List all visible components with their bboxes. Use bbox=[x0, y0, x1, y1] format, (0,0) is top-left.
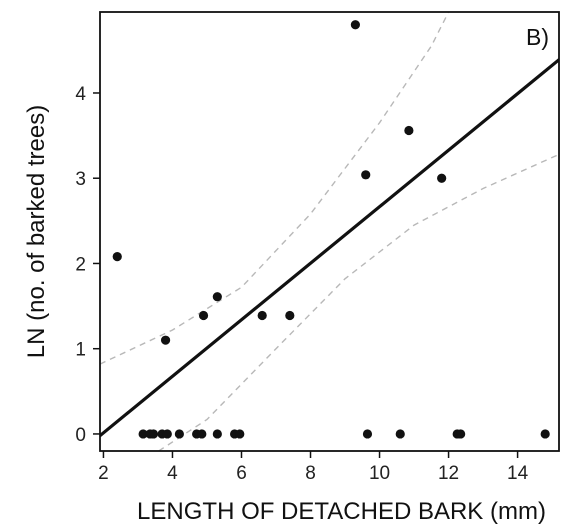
data-point bbox=[138, 429, 148, 439]
y-tick-label: 2 bbox=[75, 254, 86, 275]
data-point bbox=[257, 310, 267, 321]
y-tick-label: 4 bbox=[75, 84, 86, 105]
data-point bbox=[212, 292, 222, 302]
data-point bbox=[160, 335, 171, 345]
panel-label: B) bbox=[526, 24, 549, 50]
regression-line-group bbox=[100, 58, 559, 438]
data-point bbox=[404, 125, 414, 136]
x-axis-title: LENGTH OF DETACHED BARK (mm) bbox=[137, 498, 546, 525]
y-axis-title: LN (no. of barked trees) bbox=[23, 105, 50, 358]
x-tick-label: 14 bbox=[507, 463, 529, 484]
y-tick-label: 3 bbox=[75, 169, 86, 190]
x-tick-label: 10 bbox=[369, 463, 390, 484]
data-point bbox=[285, 310, 295, 321]
data-point bbox=[112, 252, 122, 262]
x-tick-label: 12 bbox=[438, 463, 459, 484]
confidence-band bbox=[100, 12, 559, 451]
y-tick-label: 0 bbox=[75, 425, 86, 446]
data-point bbox=[350, 20, 360, 30]
y-axis: 0 1 2 3 4 bbox=[75, 84, 100, 446]
data-point bbox=[174, 429, 184, 439]
x-tick-label: 8 bbox=[305, 463, 316, 484]
x-axis: 2 4 6 8 10 12 14 bbox=[98, 451, 529, 484]
data-point bbox=[197, 429, 207, 439]
regression-line bbox=[100, 58, 559, 438]
data-point bbox=[361, 170, 371, 180]
data-point bbox=[437, 173, 447, 183]
data-point bbox=[212, 429, 222, 439]
data-point bbox=[540, 429, 550, 439]
x-tick-label: 2 bbox=[98, 463, 109, 484]
x-tick-label: 4 bbox=[167, 463, 178, 484]
data-point bbox=[148, 429, 159, 439]
ci-lower-curve bbox=[158, 153, 559, 451]
data-point bbox=[456, 429, 466, 439]
data-point bbox=[162, 429, 172, 439]
data-point bbox=[235, 429, 245, 439]
data-point bbox=[198, 310, 209, 321]
data-point bbox=[395, 429, 405, 439]
y-tick-label: 1 bbox=[75, 340, 86, 361]
x-tick-label: 6 bbox=[236, 463, 247, 484]
plot-frame bbox=[99, 11, 560, 452]
ci-upper-curve bbox=[100, 12, 450, 365]
data-points bbox=[112, 20, 550, 439]
data-point bbox=[362, 429, 373, 439]
